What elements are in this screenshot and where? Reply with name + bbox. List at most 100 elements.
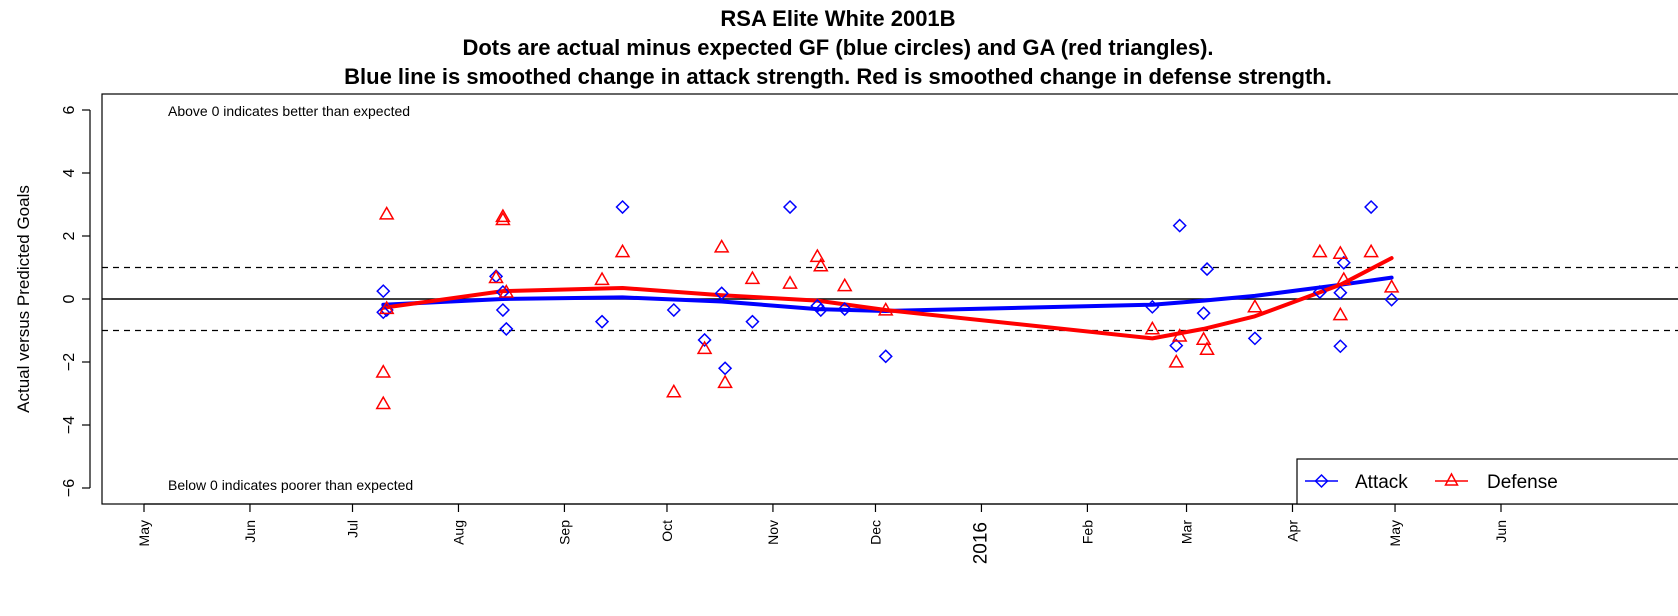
defense-point (836, 277, 853, 292)
defense-point (717, 374, 733, 389)
data-points (375, 199, 1400, 410)
defense-point (1383, 279, 1400, 293)
attack-point (782, 199, 798, 215)
defense-point (696, 340, 713, 355)
y-axis: −6 −4 −2 0 2 4 6 (61, 105, 91, 497)
x-tick-label: May (136, 520, 152, 546)
defense-point (614, 243, 631, 258)
x-tick-label: Jul (345, 520, 361, 538)
chart-title: RSA Elite White 2001B (720, 6, 955, 31)
attack-point (1333, 285, 1348, 300)
defense-point (495, 208, 511, 223)
annotation-top: Above 0 indicates better than expected (168, 103, 410, 119)
defense-point (713, 239, 730, 253)
legend-defense-triangle (1444, 472, 1459, 486)
x-tick-label: Mar (1179, 520, 1195, 544)
defense-point (1247, 298, 1263, 313)
legend-defense-label: Defense (1487, 472, 1558, 493)
defense-point (812, 257, 829, 272)
attack-point (495, 302, 510, 318)
attack-point (878, 349, 893, 364)
attack-point (1145, 299, 1160, 314)
legend-box (1296, 458, 1678, 505)
x-tick-label: Feb (1079, 520, 1095, 544)
attack-point (1312, 285, 1327, 300)
attack-point (1336, 255, 1351, 270)
defense-point (1332, 306, 1349, 321)
x-tick-label: Apr (1284, 520, 1300, 542)
defense-point (1312, 243, 1328, 258)
attack-point (615, 199, 630, 215)
x-tick-label: 2016 (970, 522, 991, 564)
attack-point (1199, 262, 1215, 277)
defense-point (744, 270, 761, 285)
defense-point (378, 300, 395, 315)
attack-point (697, 332, 712, 348)
attack-point (495, 285, 510, 300)
defense-point (488, 269, 504, 284)
attack-point (718, 361, 733, 376)
annotation-bottom: Below 0 indicates poorer than expected (168, 477, 413, 493)
defense-point (1171, 328, 1188, 342)
attack-point (1364, 199, 1379, 215)
y-tick-label: 2 (61, 231, 78, 240)
attack-point (1172, 218, 1187, 233)
defense-point (1168, 353, 1185, 368)
defense-point (877, 302, 894, 316)
defense-point (782, 275, 798, 289)
attack-point (714, 286, 729, 301)
y-tick-label: 6 (61, 105, 78, 114)
attack-point (1384, 292, 1399, 307)
attack-point (499, 321, 514, 336)
defense-point (498, 284, 515, 298)
defense-point (1199, 341, 1215, 356)
defense-point (1332, 245, 1349, 259)
x-tick-label: May (1387, 520, 1403, 546)
x-tick-label: Oct (659, 520, 675, 542)
attack-point (594, 314, 610, 329)
y-axis-label: Actual versus Predicted Goals (14, 185, 33, 413)
defense-point (1363, 243, 1379, 258)
x-tick-label: Dec (867, 520, 883, 545)
y-tick-label: −2 (61, 353, 78, 371)
attack-point (376, 305, 391, 320)
x-tick-label: Aug (450, 520, 466, 545)
legend-attack-diamond (1314, 473, 1329, 489)
x-axis: May Jun Jul Aug Sep Oct Nov Dec 2016 Feb Mar Apr May… (136, 503, 1509, 564)
chart-subtitle-line-1: Dots are actual minus expected GF (blue … (462, 35, 1213, 60)
attack-point (666, 302, 681, 318)
defense-point (1195, 331, 1212, 345)
attack-point (1333, 339, 1348, 354)
chart-subtitle-line-2: Blue line is smoothed change in attack s… (344, 64, 1332, 89)
defense-point (378, 205, 395, 220)
defense-point (495, 211, 511, 226)
smooth-lines (381, 256, 1394, 341)
y-tick-label: 0 (61, 294, 78, 303)
defense-point (1144, 320, 1161, 335)
x-tick-label: Jun (1493, 520, 1509, 543)
legend-attack-label: Attack (1355, 472, 1408, 493)
smooth-line-defense (381, 256, 1394, 341)
attack-point (376, 284, 391, 299)
y-tick-label: 4 (61, 168, 78, 177)
x-tick-label: Sep (556, 520, 572, 545)
attack-point (813, 302, 828, 318)
attack-point (1247, 331, 1262, 346)
y-tick-label: −4 (61, 416, 78, 434)
defense-point (666, 383, 682, 398)
reference-lines (102, 266, 1678, 332)
y-tick-label: −6 (61, 479, 78, 497)
attack-point (1196, 306, 1211, 321)
legend: Attack Defense (1296, 458, 1678, 505)
defense-point (594, 271, 610, 286)
attack-point (745, 314, 760, 329)
x-tick-label: Jun (242, 520, 258, 543)
defense-point (375, 395, 392, 410)
attack-point (1169, 338, 1184, 353)
defense-point (1335, 271, 1352, 286)
x-tick-label: Nov (765, 520, 781, 545)
defense-point (809, 248, 826, 263)
attack-point (837, 302, 852, 317)
defense-point (375, 364, 392, 378)
